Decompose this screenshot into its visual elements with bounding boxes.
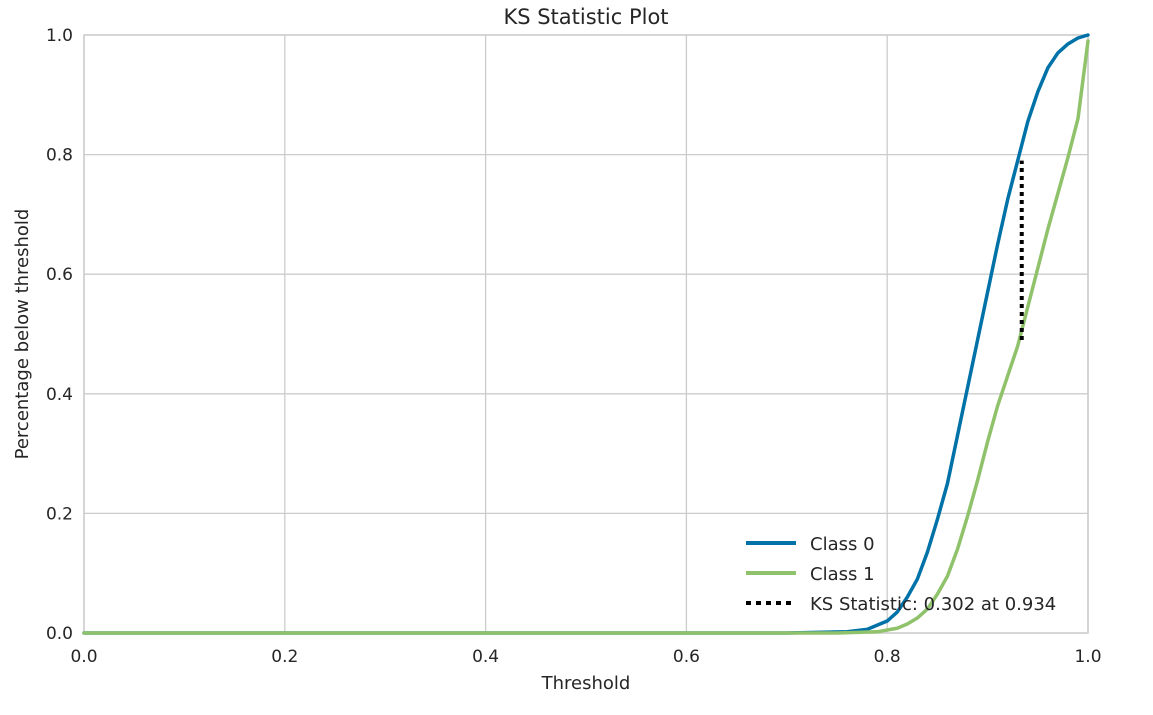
y-tick-label: 0.2 [46, 504, 73, 524]
legend-label: Class 1 [810, 564, 875, 585]
y-tick-label: 0.8 [46, 146, 73, 166]
series-line-class-0 [82, 33, 1090, 635]
legend-label: KS Statistic: 0.302 at 0.934 [810, 594, 1056, 615]
y-axis-title: Percentage below threshold [12, 209, 33, 460]
x-tick-label: 1.0 [1074, 647, 1101, 667]
x-tick-label: 0.6 [673, 647, 700, 667]
legend: Class 0 Class 1 KS Statistic: 0.302 at 0.9… [746, 534, 1056, 615]
series-layer [82, 33, 1090, 635]
y-tick-label: 0.4 [46, 385, 73, 405]
x-tick-label: 0.0 [70, 647, 97, 667]
x-tick-label: 0.4 [472, 647, 499, 667]
series-line-class-1 [82, 39, 1090, 635]
legend-label: Class 0 [810, 534, 875, 555]
tick-labels: 0.0 0.2 0.4 0.6 0.8 1.0 0.0 0.2 0.4 0.6 0.8 1.0 [46, 26, 1102, 667]
grid [83, 34, 1089, 634]
plot-frame [83, 34, 1089, 634]
y-tick-label: 0.0 [46, 624, 73, 644]
x-tick-label: 0.8 [874, 647, 901, 667]
x-axis-title: Threshold [541, 673, 631, 694]
x-tick-label: 0.2 [271, 647, 298, 667]
chart-title: KS Statistic Plot [503, 5, 668, 29]
y-tick-label: 1.0 [46, 26, 73, 46]
y-tick-label: 0.6 [46, 265, 73, 285]
